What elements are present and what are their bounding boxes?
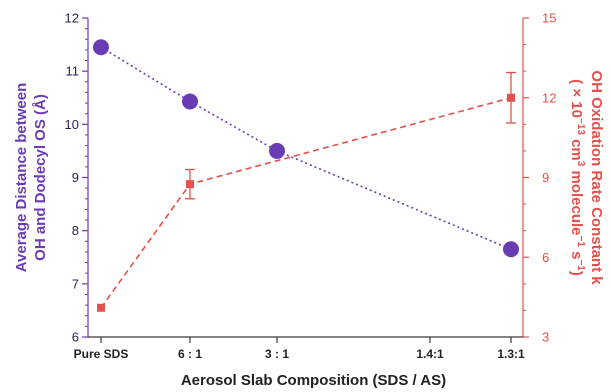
right-axis-title-segment: −1 — [575, 259, 586, 271]
left-axis-title-line: Average Distance between — [13, 83, 30, 273]
series-2-point — [97, 303, 105, 312]
axes — [82, 17, 529, 343]
right-axis-title-segment: ) — [568, 271, 585, 276]
series-2-line — [100, 97, 512, 309]
x-tick-label: 6 : 1 — [178, 347, 202, 361]
right-axis-title-segment: −1 — [575, 236, 586, 248]
left-tick-label: 11 — [66, 64, 80, 79]
right-axis-title-segment: molecule — [568, 166, 585, 235]
right-tick-label: 6 — [542, 250, 549, 265]
x-tick-label: 1.3:1 — [497, 347, 525, 361]
x-tick-label: 1.4:1 — [416, 347, 444, 361]
right-axis-title-line: OH Oxidation Rate Constant k — [588, 70, 605, 285]
labels-layer: 6 7 8 9 10 11 12 3 6 9 12 15 Pure SDS 6 : 1 3 : 1 1.4:1… — [13, 11, 605, 390]
series-1-point — [269, 142, 285, 159]
series-1-point — [93, 39, 109, 56]
right-tick-label: 12 — [542, 90, 556, 105]
series-layer — [93, 39, 519, 312]
right-axis-title: OH Oxidation Rate Constant k( × 10−13 cm… — [568, 70, 605, 285]
x-tick-label: Pure SDS — [74, 347, 129, 361]
right-tick-label: 9 — [542, 170, 549, 185]
left-axis-title-line: OH and Dodecyl OS (Å) — [32, 94, 49, 261]
right-axis-title-segment: s — [568, 247, 585, 260]
series-1-line — [100, 46, 512, 251]
right-axis-title-segment: 3 — [575, 161, 586, 167]
series-2-point — [186, 180, 194, 189]
right-tick-label: 15 — [542, 11, 556, 26]
left-tick-label: 10 — [65, 117, 79, 132]
left-tick-label: 9 — [72, 170, 79, 185]
right-tick-label: 3 — [542, 330, 549, 345]
right-axis-title-segment: ( × 10 — [568, 79, 585, 118]
x-axis-title: Aerosol Slab Composition (SDS / AS) — [181, 372, 446, 389]
left-tick-label: 7 — [72, 276, 79, 291]
left-axis-title: Average Distance between OH and Dodecyl O… — [13, 83, 49, 273]
right-axis-title-segment: −13 — [575, 118, 586, 135]
series-2-point — [507, 93, 515, 102]
left-tick-label: 6 — [72, 330, 79, 345]
x-tick-label: 3 : 1 — [265, 347, 289, 361]
series-1-point — [182, 93, 198, 110]
series-1-point — [503, 241, 519, 258]
left-tick-label: 8 — [72, 223, 79, 238]
left-tick-label: 12 — [65, 11, 79, 26]
right-axis-title-segment: cm — [568, 135, 585, 161]
